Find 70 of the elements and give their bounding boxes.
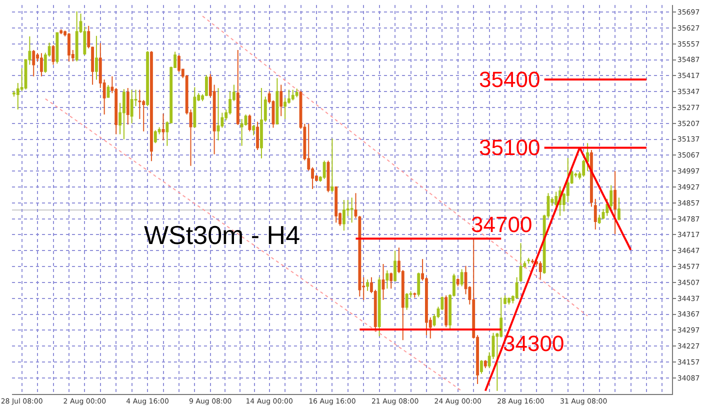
candlestick: [260, 87, 263, 159]
candlestick: [515, 276, 518, 300]
series-label: 35100: [479, 135, 540, 160]
candlestick: [68, 32, 70, 62]
candlestick: [614, 170, 616, 235]
candlestick: [504, 294, 506, 305]
candlestick: [378, 276, 381, 337]
text: WSt30m - H4: [144, 220, 300, 250]
candlestick: [586, 142, 589, 172]
candlestick: [154, 130, 157, 144]
candlestick: [460, 268, 464, 287]
candlestick: [590, 149, 593, 208]
candlestick: [150, 50, 153, 162]
candlestick: [334, 186, 338, 224]
candlestick: [413, 292, 416, 298]
candlestick: [342, 199, 346, 232]
candlestick: [205, 74, 208, 97]
candlestick: [417, 272, 420, 298]
candlestick: [582, 159, 586, 178]
candlestick: [32, 49, 36, 77]
series-label: 35400: [479, 67, 540, 92]
candlestick: [40, 52, 43, 77]
candlestick: [240, 118, 244, 146]
candlestick: [519, 242, 522, 282]
candlestick: [56, 32, 59, 64]
candlestick: [322, 160, 326, 180]
candlestick: [394, 250, 396, 282]
candlestick: [276, 78, 279, 126]
candlestick: [91, 46, 94, 86]
candlestick: [162, 113, 165, 141]
candlestick: [291, 89, 294, 101]
candlestick: [75, 10, 78, 62]
series-label: 34300: [503, 331, 564, 356]
candlestick: [456, 278, 460, 287]
candlestick: [280, 84, 283, 117]
line-series: [44, 98, 462, 392]
candlestick: [538, 260, 542, 280]
candlestick: [527, 257, 530, 264]
candlestick: [390, 272, 393, 290]
candlestick: [382, 264, 385, 300]
candlestick: [252, 124, 256, 136]
candlestick: [610, 184, 613, 210]
candlestick: [484, 360, 487, 369]
candlestick: [216, 88, 220, 141]
candlestick: [126, 87, 130, 126]
candlestick: [295, 88, 298, 98]
candlestick: [60, 28, 63, 35]
candlestick: [531, 258, 534, 264]
candlestick: [330, 138, 334, 193]
candlestick: [618, 197, 620, 221]
candlestick: [193, 86, 196, 128]
candlestick: [256, 121, 259, 150]
candlestick: [606, 198, 609, 216]
candlestick: [146, 50, 149, 107]
candlestick: [248, 114, 252, 132]
candlestick: [130, 89, 134, 124]
series-label: 34700: [471, 212, 532, 237]
candlestick: [87, 25, 90, 49]
candlestick: [350, 197, 354, 224]
candlestick: [122, 88, 126, 140]
candlestick: [386, 270, 389, 290]
candlestick: [366, 278, 369, 292]
candlestick: [95, 35, 98, 80]
candlestick: [594, 198, 597, 230]
candlestick: [480, 360, 483, 374]
candlestick: [405, 292, 408, 310]
candlestick: [444, 294, 448, 328]
candlestick: [52, 44, 55, 66]
candlestick: [236, 49, 240, 126]
candlestick: [508, 297, 510, 305]
